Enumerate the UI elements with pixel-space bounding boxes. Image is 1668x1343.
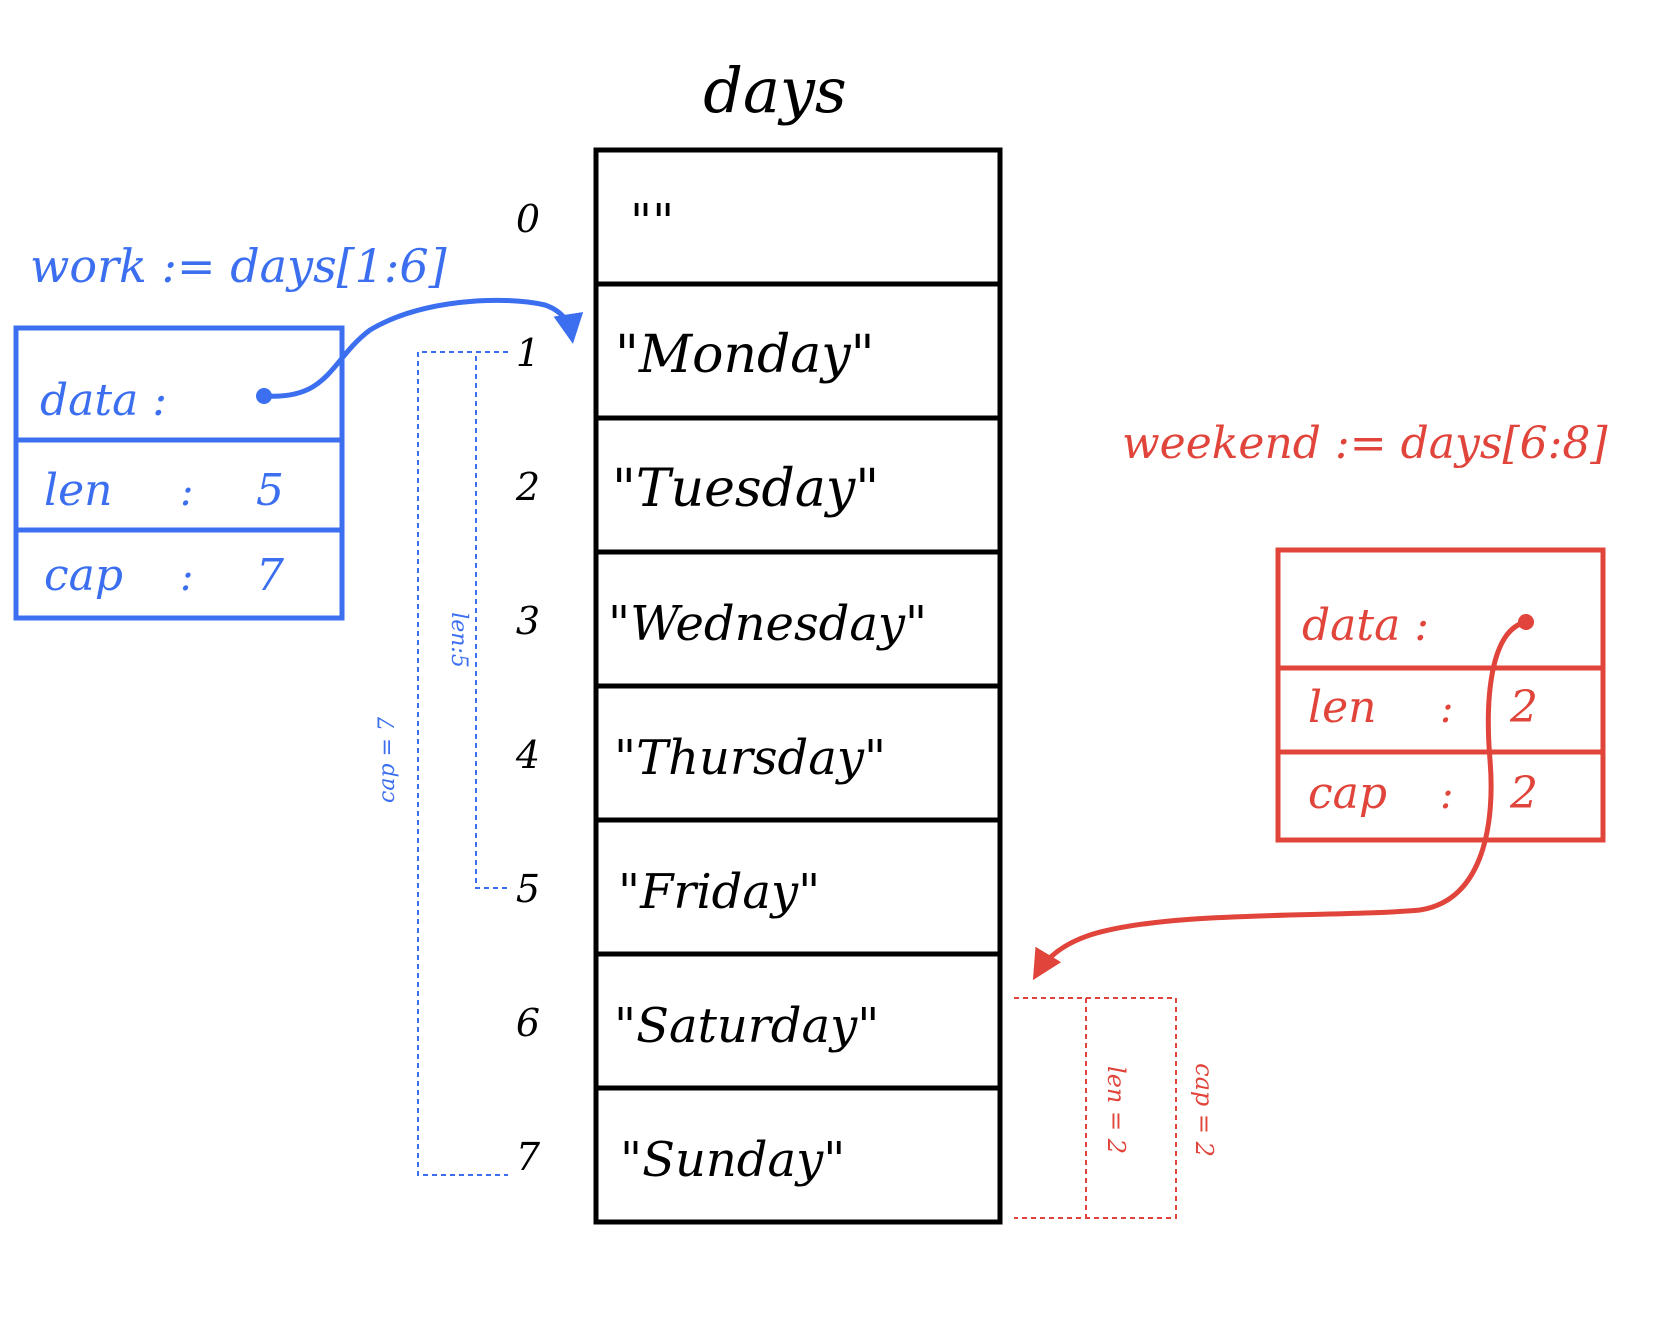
- work-cap-value: 7: [256, 550, 284, 601]
- work-len-value: 5: [256, 465, 284, 516]
- weekend-cap-value: 2: [1509, 768, 1538, 819]
- weekend-data-pointer-arrow: [1032, 619, 1527, 981]
- weekend-header: data : len : 2 cap : 2: [1275, 547, 1606, 843]
- work-len-label: len: [44, 465, 112, 516]
- weekend-data-label: data :: [1302, 600, 1429, 651]
- work-slice: work := days[1:6] data : len : 5 cap : 7…: [13, 239, 584, 1176]
- array-value: "Tuesday": [612, 459, 879, 519]
- weekend-cap-bracket-label: cap = 2: [1190, 1063, 1218, 1157]
- weekend-len-bracket-label: len = 2: [1102, 1066, 1130, 1154]
- array-index: 4: [515, 733, 540, 777]
- array-index: 6: [516, 1001, 540, 1045]
- array-index: 1: [516, 331, 540, 375]
- array-value: "Wednesday": [608, 596, 927, 652]
- weekend-cap-sep: :: [1440, 772, 1453, 818]
- weekend-cap-bracket: [1014, 997, 1177, 1219]
- work-header: data : len : 5 cap : 7: [13, 325, 345, 621]
- work-cap-bracket: [417, 351, 508, 1176]
- weekend-expression: weekend := days[6:8]: [1122, 418, 1608, 469]
- array-value: "Thursday": [614, 730, 886, 786]
- work-cap-sep: :: [180, 554, 193, 600]
- work-cap-bracket-label: cap = 7: [375, 717, 400, 803]
- weekend-len-value: 2: [1509, 682, 1538, 733]
- days-array: 0 1 2 3 4 5 6 7 "" "Monday" "Tuesday" "W…: [515, 147, 1003, 1225]
- array-value: "Saturday": [614, 998, 879, 1054]
- work-expression: work := days[1:6]: [30, 239, 447, 293]
- work-cap-label: cap: [44, 550, 123, 601]
- weekend-cap-label: cap: [1308, 768, 1387, 819]
- array-value: "Friday": [618, 864, 820, 920]
- work-len-sep: :: [180, 469, 193, 515]
- work-data-label: data :: [40, 375, 167, 426]
- weekend-len-label: len: [1308, 682, 1376, 733]
- array-index: 3: [516, 599, 540, 643]
- weekend-slice: weekend := days[6:8] data : len : 2 cap …: [1014, 418, 1608, 1219]
- array-index: 7: [516, 1135, 541, 1179]
- weekend-len-bracket: [1014, 997, 1087, 1219]
- array-title: days: [703, 54, 847, 127]
- array-index: 5: [516, 867, 540, 911]
- work-len-bracket: [475, 351, 508, 889]
- weekend-len-sep: :: [1440, 686, 1453, 732]
- array-index: 0: [516, 197, 540, 241]
- work-data-pointer-arrow: [263, 297, 584, 399]
- array-index: 2: [515, 465, 540, 509]
- work-len-bracket-label: len:5: [446, 612, 471, 668]
- array-value: "Sunday": [620, 1132, 845, 1188]
- array-value: "Monday": [615, 325, 875, 385]
- array-value: "": [630, 194, 674, 250]
